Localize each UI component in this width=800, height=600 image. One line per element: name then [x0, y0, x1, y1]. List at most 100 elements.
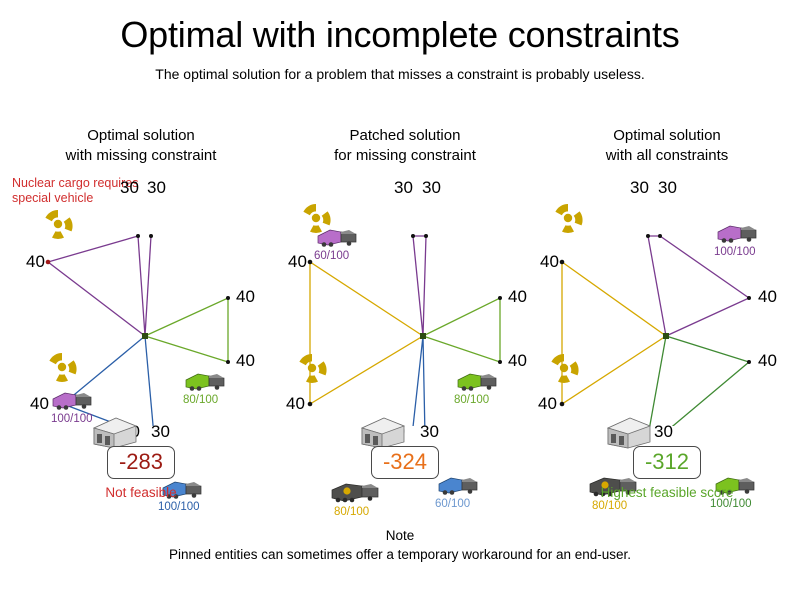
node-label-top-a: 30 — [394, 178, 413, 197]
panel-title: Optimal solution with missing constraint — [8, 126, 274, 166]
route-purple[interactable] — [46, 235, 152, 338]
node-dot[interactable] — [498, 360, 502, 364]
node-label-right-upper: 40 — [236, 287, 255, 306]
node-dot[interactable] — [747, 296, 751, 300]
node-dot[interactable] — [226, 360, 230, 364]
score-caption: Highest feasible score — [600, 485, 734, 500]
nuclear-icon — [551, 354, 579, 383]
footer-note-title: Note — [385, 528, 415, 543]
panel-title-line1: Optimal solution — [87, 127, 195, 144]
node-label-top-a: 30 — [630, 178, 649, 197]
truck-icon-purple — [317, 229, 357, 247]
truck-icon-blue — [162, 481, 202, 499]
node-label-left-upper: 40 — [540, 252, 559, 271]
node-dot[interactable] — [424, 234, 428, 238]
node-label-bottom-b: 30 — [151, 422, 170, 441]
node-dot-nuclear[interactable] — [45, 259, 51, 265]
node-dot[interactable] — [498, 296, 502, 300]
truck-capacity-green: 100/100 — [710, 498, 752, 510]
route-purple-pinned[interactable] — [412, 235, 427, 337]
nuclear-icon — [45, 210, 73, 239]
node-dot-nuclear[interactable] — [307, 401, 313, 407]
route-gold-nuclear[interactable] — [309, 260, 425, 406]
node-dot-nuclear[interactable] — [559, 259, 565, 265]
truck-capacity-blue: 60/100 — [435, 498, 471, 510]
truck-capacity-purple: 100/100 — [714, 246, 756, 258]
panel-title-line2: for missing constraint — [334, 147, 476, 164]
route-map-2 — [307, 234, 502, 426]
score-block-3: -312 Highest feasible score — [534, 446, 800, 500]
truck-capacity-purple: 100/100 — [51, 413, 93, 425]
node-label-bottom-b: 30 — [654, 422, 673, 441]
node-label-top-b: 30 — [147, 178, 166, 197]
route-blue-pinned[interactable] — [412, 335, 426, 426]
truck-capacity-blue: 100/100 — [158, 501, 200, 513]
node-dot[interactable] — [411, 234, 415, 238]
depot-icon — [92, 417, 138, 449]
panel-title-line1: Optimal solution — [613, 127, 721, 144]
panel-title-line2: with missing constraint — [65, 147, 217, 164]
panel-optimal-missing-constraint: Optimal solution with missing constraint… — [8, 126, 274, 513]
node-label-left-lower: 40 — [538, 394, 557, 413]
score-block-1: -283 Not feasible — [8, 446, 274, 500]
route-map-3 — [559, 234, 751, 426]
depot-icon — [360, 417, 406, 449]
node-label-bottom-b: 30 — [420, 422, 439, 441]
node-label-right-upper: 40 — [508, 287, 527, 306]
page-subtitle: The optimal solution for a problem that … — [155, 66, 645, 82]
node-label-right-lower: 40 — [508, 351, 527, 370]
truck-icon-green — [715, 477, 755, 495]
node-label-top-b: 30 — [422, 178, 441, 197]
route-gold-nuclear[interactable] — [561, 260, 668, 406]
nuclear-icon — [299, 354, 327, 383]
node-label-right-lower: 40 — [758, 351, 777, 370]
footer-note: Note Pinned entities can sometimes offer… — [0, 526, 800, 564]
depot-icon — [606, 417, 652, 449]
score-caption: Not feasible — [105, 485, 177, 500]
node-dot[interactable] — [136, 234, 140, 238]
truck-icon-nuclear — [589, 477, 637, 497]
node-label-left-lower: 40 — [286, 394, 305, 413]
truck-icon-nuclear — [331, 483, 379, 503]
nuclear-icon — [303, 204, 331, 233]
truck-icon-green — [457, 373, 497, 391]
depot-dot[interactable] — [420, 333, 426, 339]
node-label-left-upper: 40 — [288, 252, 307, 271]
score-value[interactable]: -283 — [106, 446, 176, 479]
node-dot[interactable] — [226, 296, 230, 300]
truck-capacity-green: 80/100 — [183, 394, 219, 406]
nuclear-cargo-warning: Nuclear cargo requires special vehicle — [12, 176, 139, 205]
depot-dot[interactable] — [142, 333, 148, 339]
node-dot[interactable] — [658, 234, 662, 238]
panel-title-line2: with all constraints — [605, 147, 729, 164]
truck-capacity-nuclear: 80/100 — [592, 500, 628, 512]
nuclear-icon — [49, 353, 77, 382]
truck-icon-blue — [438, 477, 478, 495]
panel-title: Patched solution for missing constraint — [272, 126, 538, 166]
route-green[interactable] — [143, 296, 229, 363]
truck-icon-purple — [52, 392, 92, 410]
node-dot[interactable] — [149, 234, 153, 238]
route-green[interactable] — [421, 296, 501, 363]
panel-title-line1: Patched solution — [349, 127, 461, 144]
route-green[interactable] — [648, 335, 751, 426]
panel-patched-solution: Patched solution for missing constraint — [272, 126, 538, 518]
score-value[interactable]: -324 — [370, 446, 440, 479]
page-title: Optimal with incomplete constraints — [120, 14, 680, 55]
footer-note-body: Pinned entities can sometimes offer a te… — [169, 547, 631, 562]
node-dot[interactable] — [646, 234, 650, 238]
node-label-top-a: 30 — [120, 178, 139, 197]
truck-capacity-green: 80/100 — [454, 394, 490, 406]
nuclear-icon — [555, 204, 583, 233]
score-value[interactable]: -312 — [632, 446, 702, 479]
panel-title: Optimal solution with all constraints — [534, 126, 800, 166]
node-dot-nuclear[interactable] — [559, 401, 565, 407]
node-dot[interactable] — [747, 360, 751, 364]
node-label-left-lower: 40 — [30, 394, 49, 413]
node-label-left-upper: 40 — [26, 252, 45, 271]
depot-dot[interactable] — [663, 333, 669, 339]
node-dot-nuclear[interactable] — [307, 259, 313, 265]
truck-capacity-purple: 60/100 — [314, 250, 350, 262]
truck-icon-green — [185, 373, 225, 391]
